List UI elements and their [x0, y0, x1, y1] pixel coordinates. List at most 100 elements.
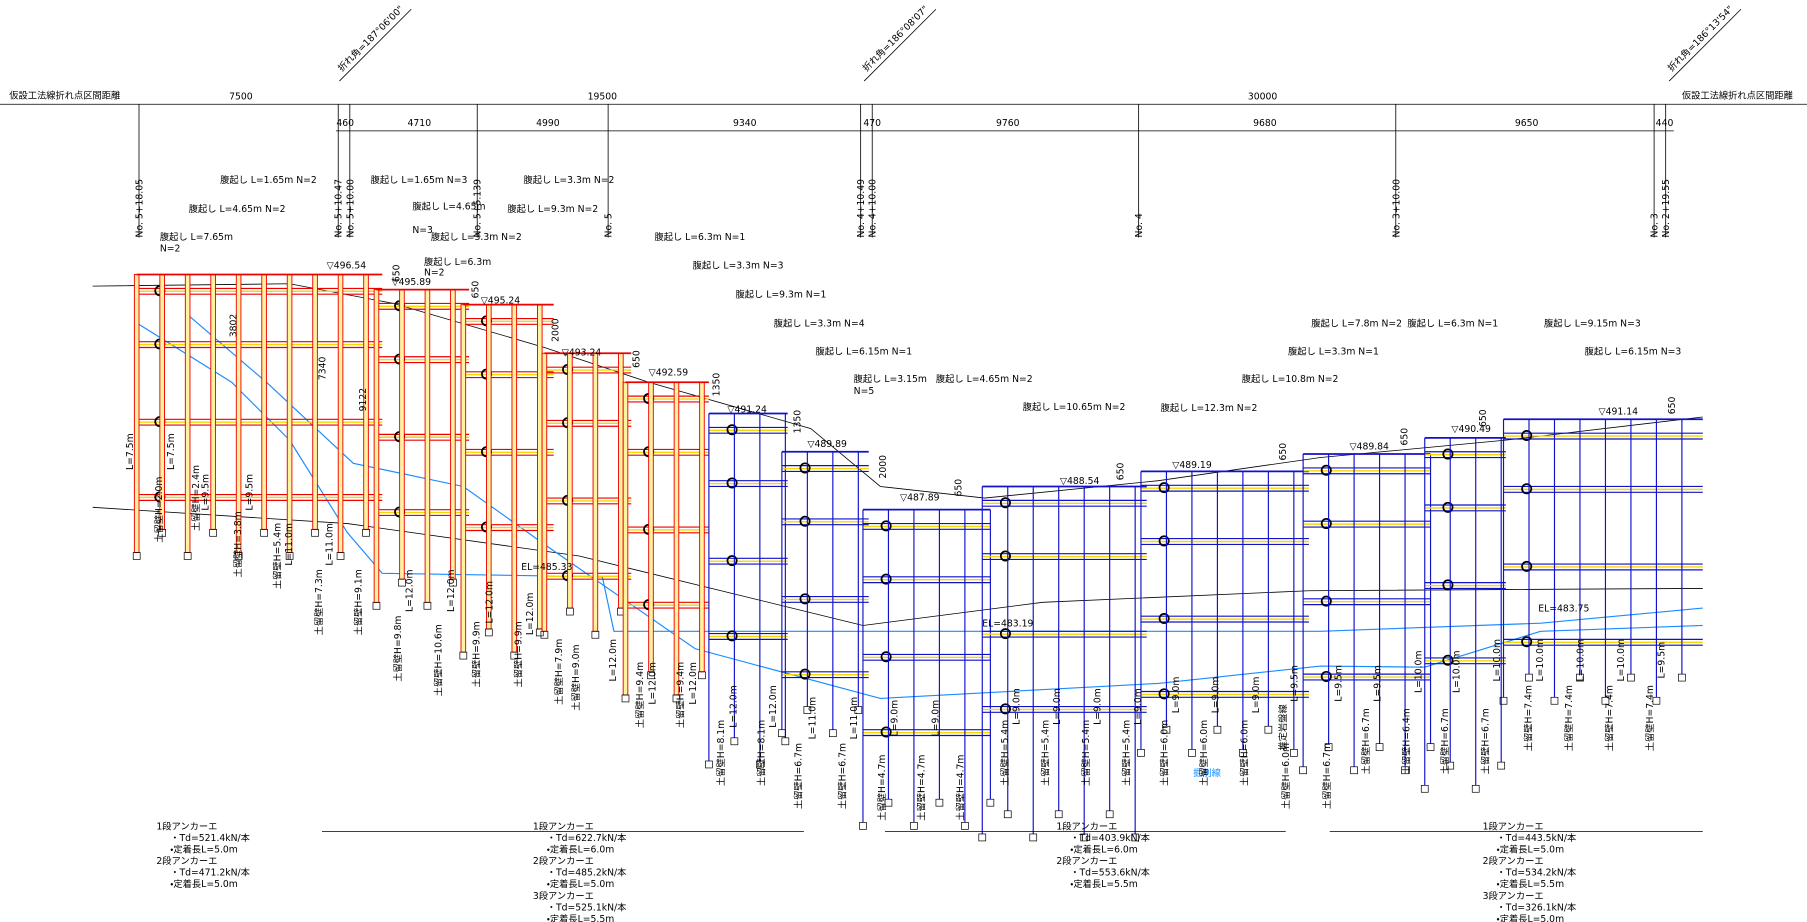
- wall-label: 土留壁H=7.4m: [1522, 685, 1534, 751]
- waler-label: 腹起し L=4.65m N=2: [189, 203, 286, 215]
- anchor-note: ・Td=622.7kN/本: [547, 832, 627, 844]
- anchor-head: [999, 497, 1011, 509]
- elevation-label: ▽489.84: [1349, 441, 1389, 452]
- wall-label: L=10.0m: [1451, 651, 1462, 694]
- wall-label: 土留壁H=10.6m: [432, 624, 444, 696]
- anchor-note: ・定着長L=5.0m: [547, 878, 615, 890]
- elevation-label: ▽490.49: [1451, 424, 1491, 435]
- wall-label: 土留壁H=6.0m: [1198, 720, 1210, 786]
- elevation-label: EL=483.75: [1538, 604, 1589, 615]
- anchor-note: ・定着長L=5.0m: [170, 844, 238, 856]
- span-dimension: 30000: [1248, 92, 1278, 103]
- bend-leader: [339, 8, 412, 82]
- station-label: No. 2+19.55: [1661, 179, 1672, 238]
- anchor-head: [726, 477, 738, 489]
- wall-label: 土留壁H=7.9m: [553, 639, 565, 705]
- pile-tip: [1080, 833, 1089, 842]
- waler-label: 腹起し L=3.3m N=1: [1288, 345, 1379, 357]
- pile-tip: [1426, 743, 1435, 751]
- anchor-head: [880, 520, 892, 532]
- waler-label: 腹起し L=3.3m N=4: [774, 318, 865, 330]
- anchor-note: 3段アンカーエ: [1483, 890, 1544, 902]
- wall-label: L=10.0m: [1413, 651, 1424, 694]
- anchor-head: [999, 550, 1011, 562]
- pile-tip: [1239, 749, 1247, 757]
- pile-frame: [592, 352, 599, 632]
- elevation-label: ▽492.59: [649, 367, 689, 378]
- anchor-head: [1521, 560, 1533, 572]
- wall-label: L=9.0m: [1211, 677, 1222, 714]
- waler-label: 腹起し L=4.65m: [412, 201, 485, 213]
- waler-label: 腹起し L=10.8m N=2: [1242, 373, 1339, 385]
- wall-label: L=9.0m: [930, 700, 941, 737]
- pile-tip: [672, 694, 681, 703]
- pile-tip: [1162, 725, 1171, 734]
- pile-frame: [648, 381, 654, 673]
- station-label: No. 5+18.05: [134, 179, 145, 238]
- pile-tip: [698, 671, 706, 680]
- pile-tip: [311, 528, 319, 537]
- station-label: No. 5+10.00: [345, 179, 356, 238]
- pile-tip: [158, 528, 166, 537]
- wall-label: 土留壁H=9.1m: [352, 569, 364, 635]
- anchor-note: ・定着長L=5.5m: [547, 913, 615, 922]
- anchor-head: [880, 726, 892, 738]
- wall-label: 土留壁H=9.9m: [471, 621, 483, 687]
- wall-label: L=11.0m: [284, 523, 295, 566]
- elevation-label: ▽495.89: [392, 277, 432, 288]
- pile-tip: [647, 671, 655, 680]
- pile-tip: [1350, 766, 1358, 775]
- dimension-label: 2000: [550, 318, 561, 342]
- pile-tip: [1105, 810, 1114, 819]
- pile-tip: [621, 694, 630, 703]
- waler-label: 腹起し L=3.3m N=2: [431, 231, 522, 243]
- span-dimension: 7500: [229, 92, 253, 103]
- pile-tip: [1652, 696, 1661, 705]
- wall-label: 土留壁H=8.1m: [755, 720, 767, 786]
- wall-label: 土留壁H=4.7m: [915, 755, 927, 821]
- anchor-head: [1320, 595, 1332, 607]
- pile-tip: [1264, 725, 1273, 734]
- waler-label: 腹起し L=10.65m N=2: [1023, 401, 1126, 413]
- pile-tip: [829, 729, 837, 738]
- pile-frame: [399, 289, 405, 580]
- wall-label: L=12.0m: [729, 685, 740, 728]
- sub-span-dimension: 9340: [733, 118, 757, 129]
- anchor-note: 3段アンカーエ: [533, 890, 594, 902]
- wall-label: L=10.0m: [1492, 639, 1503, 682]
- wall-label: 土留壁H=4.7m: [876, 755, 888, 821]
- wall-label: 土留壁H=7.4m: [1603, 685, 1615, 751]
- station-label: No. 4+10.00: [868, 179, 879, 238]
- anchor-note: 1段アンカーエ: [156, 820, 217, 832]
- waler-label: 腹起し L=3.3m N=2: [524, 174, 615, 186]
- elevation-label: ▽488.54: [1060, 476, 1100, 487]
- sub-span-dimension: 4990: [536, 118, 560, 129]
- pile-frame: [699, 381, 705, 673]
- waler-label: 腹起し L=1.65m N=3: [371, 174, 468, 186]
- pile-tip: [591, 630, 600, 639]
- pile-tip: [1131, 833, 1139, 842]
- pile-frame: [424, 289, 431, 603]
- pile-tip: [1576, 673, 1584, 682]
- pile-frame: [286, 274, 293, 553]
- pile-tip: [1497, 761, 1506, 770]
- anchor-head: [1158, 482, 1170, 494]
- note: 推定岩盤線: [1277, 704, 1289, 751]
- anchor-note: 1段アンカーエ: [1056, 820, 1117, 832]
- waler-label: N=3: [412, 225, 433, 236]
- elevation-label: ▽495.24: [481, 295, 521, 306]
- pile-tip: [234, 552, 243, 560]
- anchor-head: [1442, 654, 1454, 666]
- anchor-head: [726, 424, 738, 436]
- wall-label: L=11.0m: [807, 697, 818, 740]
- anchor-note: 1段アンカーエ: [533, 820, 594, 832]
- pile-tip: [986, 798, 995, 807]
- pile-tip: [1003, 810, 1012, 819]
- wall-label: 土留壁H=9.0m: [570, 645, 582, 711]
- bend-leader: [1668, 8, 1742, 82]
- pile-frame: [541, 352, 548, 632]
- anchor-head: [1442, 448, 1454, 460]
- wall-label: L=12.0m: [525, 593, 536, 636]
- anchor-note: ・Td=525.1kN/本: [547, 901, 627, 913]
- waler-label: N=2: [160, 243, 181, 254]
